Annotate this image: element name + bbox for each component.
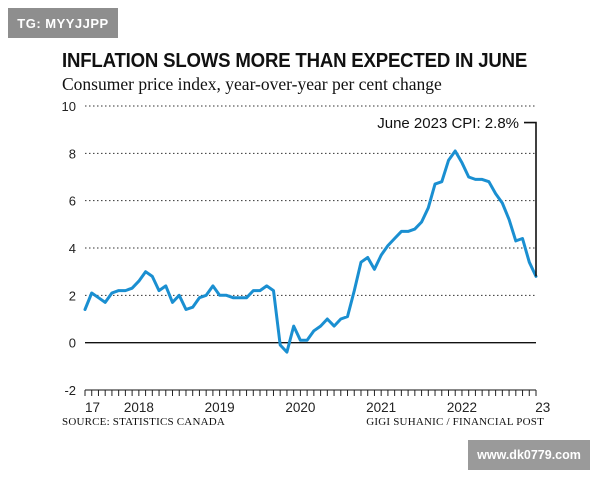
watermark-top: TG: MYYJJPP — [8, 8, 118, 38]
x-year-label: 2022 — [447, 400, 477, 415]
author-credit: GIGI SUHANIC / FINANCIAL POST — [366, 416, 544, 428]
y-tick-label: -2 — [64, 383, 76, 398]
x-year-label: 2021 — [366, 400, 396, 415]
x-year-label: 23 — [535, 400, 550, 415]
x-year-label: 2018 — [124, 400, 154, 415]
cpi-series-line — [83, 149, 538, 354]
y-tick-label: 0 — [69, 336, 76, 351]
y-tick-label: 8 — [69, 146, 76, 161]
x-year-label: 2020 — [285, 400, 315, 415]
x-year-label: 17 — [85, 400, 100, 415]
annotation-label: June 2023 CPI: 2.8% — [377, 115, 519, 132]
y-tick-label: 2 — [69, 288, 76, 303]
chart-subtitle: Consumer price index, year-over-year per… — [62, 74, 442, 94]
x-year-label: 2019 — [205, 400, 235, 415]
y-tick-label: 6 — [69, 194, 76, 209]
annotation-backdrop — [358, 112, 521, 133]
source-credit: SOURCE: STATISTICS CANADA — [62, 416, 226, 428]
watermark-bottom: www.dk0779.com — [468, 440, 590, 470]
annotation-leader — [524, 121, 537, 277]
y-tick-label: 4 — [69, 241, 76, 256]
chart-title: INFLATION SLOWS MORE THAN EXPECTED IN JU… — [62, 50, 528, 72]
y-tick-label: 10 — [62, 99, 76, 114]
